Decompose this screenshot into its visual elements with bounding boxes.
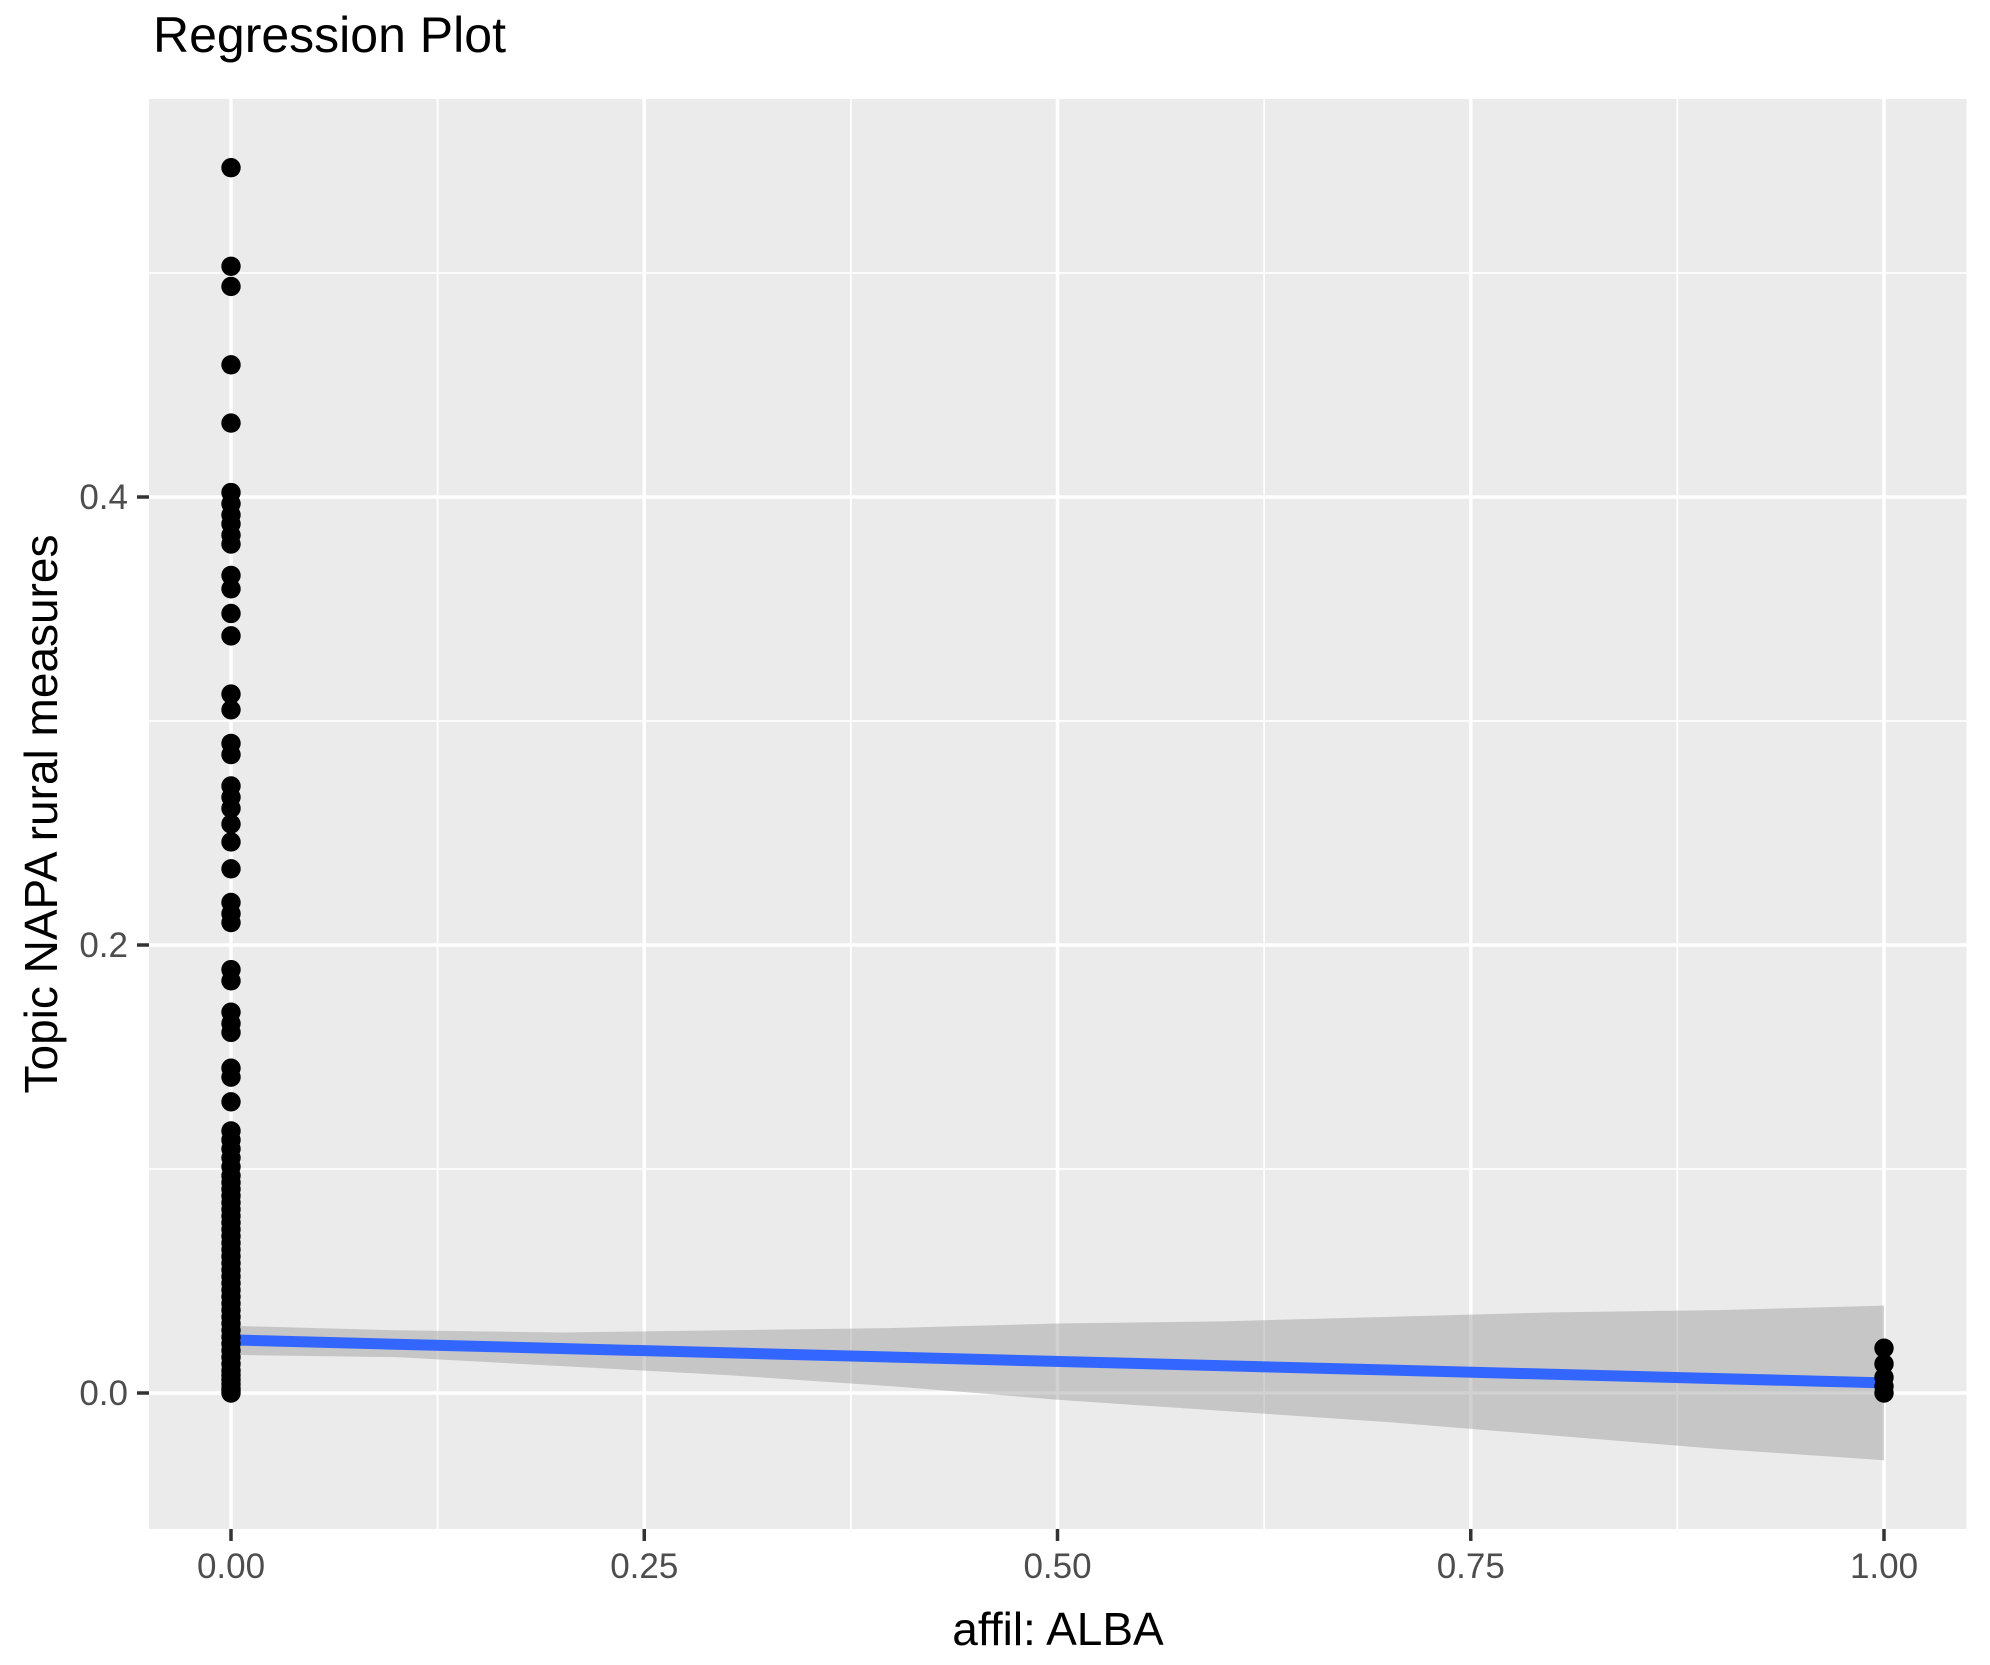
data-point [221, 832, 241, 852]
data-point [221, 565, 241, 586]
data-point [1874, 1354, 1894, 1374]
data-point [221, 1383, 241, 1403]
data-point [1874, 1383, 1894, 1403]
data-point [221, 579, 241, 599]
y-axis-title: Topic NAPA rural measures [15, 534, 67, 1094]
confidence-band [231, 1305, 1884, 1461]
y-tick-label: 0.4 [79, 478, 128, 517]
regression-line [230, 1334, 1885, 1389]
x-tick-label: 0.50 [1023, 1547, 1091, 1586]
x-axis-title: affil: ALBA [952, 1603, 1164, 1655]
data-point [221, 413, 241, 433]
x-tick-label: 0.25 [610, 1547, 678, 1586]
data-point [221, 1022, 241, 1043]
data-point [221, 684, 241, 704]
data-point [221, 1067, 241, 1087]
data-point [221, 276, 241, 297]
x-tick-label: 0.00 [197, 1547, 265, 1586]
data-point [221, 158, 241, 178]
plot-title: Regression Plot [153, 7, 506, 63]
data-point [221, 1092, 241, 1112]
data-point [221, 700, 241, 720]
data-point [221, 798, 241, 819]
data-point [221, 744, 241, 765]
y-tick-label: 0.0 [79, 1374, 128, 1413]
x-tick-label: 1.00 [1850, 1547, 1918, 1586]
data-point [221, 912, 241, 933]
y-tick-label: 0.2 [79, 926, 128, 965]
data-point [1874, 1338, 1894, 1358]
data-point [221, 814, 241, 834]
data-point [221, 603, 241, 624]
data-point [221, 355, 241, 375]
data-point [221, 534, 241, 554]
data-point [221, 626, 241, 646]
data-point [221, 859, 241, 879]
x-tick-label: 0.75 [1437, 1547, 1505, 1586]
data-point [221, 971, 241, 991]
data-point [221, 256, 241, 276]
